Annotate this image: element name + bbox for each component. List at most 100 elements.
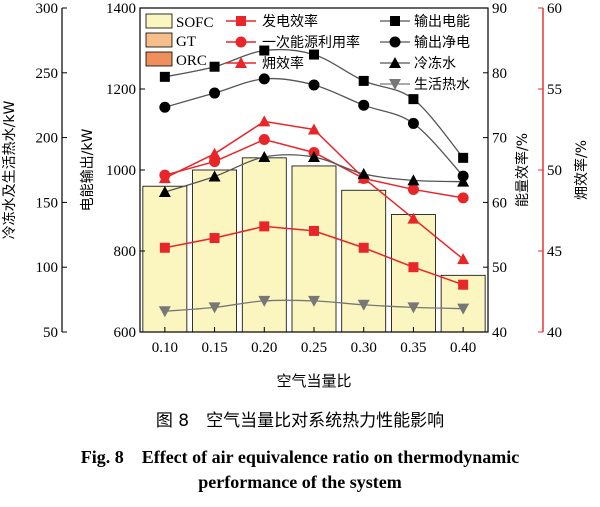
left-outer-tick-label: 250	[36, 66, 59, 82]
series-3-point-0.40	[458, 152, 469, 163]
series-4-point-0.35	[407, 117, 419, 129]
legend-swatch-sofc	[145, 13, 173, 29]
bar-sofc-0.25	[291, 165, 337, 333]
series-0-point-0.15	[209, 233, 220, 244]
series-3-point-0.15	[209, 61, 220, 72]
right-inner-tick-label: 60	[492, 195, 507, 211]
right-outer-tick-label: 60	[547, 1, 562, 17]
left-inner-tick-label: 800	[114, 244, 137, 260]
series-0-point-0.25	[309, 225, 319, 236]
figure-caption-english-line2: performance of the system	[198, 472, 402, 492]
series-4-point-0.10	[159, 101, 171, 113]
legend-marker-dark-0	[390, 16, 400, 26]
legend-swatch-orc	[145, 51, 173, 67]
left-outer-tick-label: 300	[36, 1, 59, 17]
left-outer-tick-label: 100	[36, 260, 59, 276]
series-0-point-0.40	[458, 279, 469, 290]
left-inner-tick-label: 1200	[106, 82, 136, 98]
right-inner-tick-label: 80	[492, 66, 507, 82]
x-tick-label: 0.15	[201, 340, 227, 356]
left-outer-axis-label: 冷冻水及生活热水/kW	[1, 101, 18, 240]
series-3-point-0.25	[309, 49, 319, 60]
legend-label-red-0: 发电效率	[262, 13, 318, 30]
left-outer-tick-label: 50	[43, 325, 58, 341]
legend-marker-dark-3	[389, 79, 401, 90]
legend-label-red-1: 一次能源利用率	[262, 34, 360, 51]
legend-label-red-2: 㶲效率	[262, 55, 304, 72]
series-1-point-0.40	[457, 192, 469, 204]
legend-marker-red-2	[235, 57, 247, 68]
x-tick-label: 0.25	[301, 340, 327, 356]
legend-marker-red-0	[236, 16, 246, 26]
series-1-point-0.35	[407, 183, 419, 195]
series-2-point-0.10	[158, 172, 171, 184]
right-inner-tick-label: 90	[492, 1, 507, 17]
series-5-point-0.35	[407, 174, 420, 186]
legend-label-dark-2: 冷冻水	[414, 55, 456, 72]
legend-marker-red-1	[235, 36, 247, 48]
x-axis-label: 空气当量比	[276, 372, 351, 390]
left-inner-axis-label: 电能输出/kW	[80, 129, 96, 212]
series-3-point-0.30	[358, 75, 369, 86]
figure-caption-chinese: 图 8 空气当量比对系统热力性能影响	[155, 411, 445, 431]
series-6-point-0.25	[308, 295, 320, 307]
legend-label-dark-0: 输出电能	[414, 14, 470, 30]
series-2-point-0.20	[258, 115, 271, 127]
left-inner-tick-label: 1400	[106, 1, 136, 17]
series-6-point-0.40	[457, 303, 470, 315]
series-5-point-0.30	[357, 167, 370, 179]
series-4-point-0.25	[308, 79, 320, 91]
series-4-point-0.20	[258, 73, 270, 85]
series-3-point-0.10	[159, 71, 170, 82]
series-0-point-0.20	[259, 221, 270, 232]
right-outer-axis-label: 㶲效率/%	[573, 140, 590, 200]
right-inner-tick-label: 50	[492, 260, 507, 276]
legend-label-dark-3: 生活热水	[414, 77, 470, 93]
series-5-point-0.25	[308, 151, 320, 163]
series-6-point-0.15	[208, 302, 221, 314]
series-1-point-0.20	[258, 134, 270, 146]
right-inner-axis-label: 能量效率/%	[514, 133, 531, 207]
series-5-point-0.15	[208, 170, 221, 182]
series-6-point-0.10	[158, 306, 171, 318]
series-6-point-0.35	[407, 302, 420, 314]
series-5-point-0.20	[258, 151, 271, 163]
x-tick-label: 0.40	[450, 340, 476, 356]
series-2-point-0.15	[208, 147, 221, 159]
left-outer-tick-label: 150	[36, 195, 59, 211]
series-5-point-0.10	[158, 186, 171, 198]
right-inner-tick-label: 70	[492, 131, 507, 147]
right-outer-tick-label: 50	[547, 163, 562, 179]
legend-label-orc: ORC	[176, 53, 207, 69]
right-outer-tick-label: 55	[547, 82, 562, 98]
left-inner-tick-label: 600	[114, 325, 137, 341]
series-2-point-0.40	[457, 253, 470, 265]
series-3-point-0.20	[259, 45, 270, 56]
series-1-point-0.15	[209, 156, 221, 168]
series-5-point-0.40	[457, 175, 470, 187]
left-inner-tick-label: 1000	[106, 163, 136, 179]
legend-marker-dark-1	[389, 36, 401, 48]
x-tick-label: 0.20	[251, 340, 277, 356]
legend-swatch-gt	[145, 32, 173, 48]
right-outer-tick-label: 40	[547, 325, 562, 341]
series-3-point-0.35	[408, 94, 419, 105]
legend-label-dark-1: 输出净电	[414, 35, 470, 51]
right-inner-tick-label: 40	[492, 325, 507, 341]
x-tick-label: 0.30	[351, 340, 377, 356]
series-6-point-0.30	[357, 299, 370, 311]
series-2-point-0.35	[407, 212, 420, 224]
legend-label-sofc: SOFC	[176, 15, 214, 31]
figure-caption-english-line1: Fig. 8 Effect of air equivalence ratio o…	[80, 447, 520, 467]
series-6-point-0.20	[258, 295, 271, 307]
series-0-point-0.10	[159, 242, 170, 253]
series-2-point-0.25	[308, 123, 320, 135]
series-4-point-0.15	[209, 87, 221, 99]
series-4-point-0.30	[358, 99, 370, 111]
x-tick-label: 0.35	[400, 340, 426, 356]
chart: 0.10 0.15 0.20 0.25 0.30 0.35 0.40 空气当量比 600 800 1…	[1, 1, 590, 390]
series-0-point-0.30	[358, 242, 369, 253]
legend-label-gt: GT	[176, 34, 196, 50]
legend-marker-dark-2	[389, 57, 401, 68]
left-outer-tick-label: 200	[36, 131, 59, 147]
